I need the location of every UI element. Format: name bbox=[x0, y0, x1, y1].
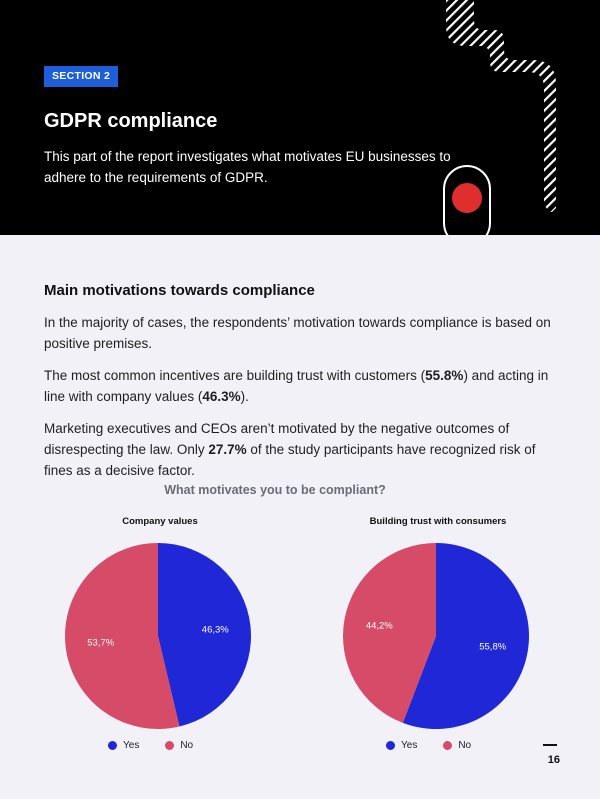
decorative-graphic bbox=[443, 0, 556, 235]
legend-item-yes: Yes bbox=[108, 740, 139, 751]
page-number: 16 bbox=[547, 754, 560, 766]
legend-item-no: No bbox=[443, 740, 471, 751]
legend-swatch-no bbox=[165, 741, 175, 750]
paragraph-1: In the majority of cases, the respondent… bbox=[44, 315, 551, 351]
pie-label-no: 53,7% bbox=[87, 638, 114, 649]
pie-slice-no bbox=[65, 543, 180, 729]
pie-chart-company-values: 46,3% 53,7% bbox=[65, 543, 252, 729]
page-title: GDPR compliance bbox=[44, 110, 218, 132]
main-content: Main motivations towards compliance In t… bbox=[44, 282, 564, 492]
legend-trust: Yes No bbox=[386, 740, 497, 751]
chart-title-trust: Building trust with consumers bbox=[369, 516, 507, 527]
stat-fines: 27.7% bbox=[208, 442, 247, 457]
legend-swatch-yes bbox=[108, 741, 117, 750]
legend-swatch-yes bbox=[386, 741, 395, 750]
hero-banner: SECTION 2 GDPR compliance This part of t… bbox=[0, 0, 600, 235]
pie-label-yes: 55,8% bbox=[479, 641, 506, 652]
section-badge: SECTION 2 bbox=[44, 66, 119, 87]
page-number-rule bbox=[543, 744, 557, 746]
pie-slice-yes bbox=[402, 543, 529, 729]
pie-slice-no bbox=[342, 543, 436, 723]
pie-chart-trust: 55,8% 44,2% bbox=[342, 543, 529, 729]
paragraph-3: Marketing executives and CEOs aren’t mot… bbox=[44, 421, 536, 478]
legend-company-values: Yes No bbox=[108, 740, 219, 751]
stat-values: 46.3% bbox=[202, 389, 241, 404]
pie-label-no: 44,2% bbox=[366, 621, 393, 632]
legend-swatch-no bbox=[443, 741, 453, 750]
legend-item-no: No bbox=[165, 740, 193, 751]
hero-description: This part of the report investigates wha… bbox=[44, 149, 451, 185]
pie-label-yes: 46,3% bbox=[202, 624, 229, 635]
stat-trust: 55.8% bbox=[425, 368, 464, 383]
legend-item-yes: Yes bbox=[386, 740, 417, 751]
section-heading: Main motivations towards compliance bbox=[44, 282, 315, 299]
traffic-light-icon bbox=[443, 165, 491, 235]
paragraph-2: The most common incentives are building … bbox=[44, 368, 549, 404]
hatched-band bbox=[446, 0, 556, 212]
chart-title-company-values: Company values bbox=[122, 516, 198, 527]
pie-slice-yes bbox=[158, 543, 252, 727]
charts-title: What motivates you to be compliant? bbox=[164, 483, 386, 497]
